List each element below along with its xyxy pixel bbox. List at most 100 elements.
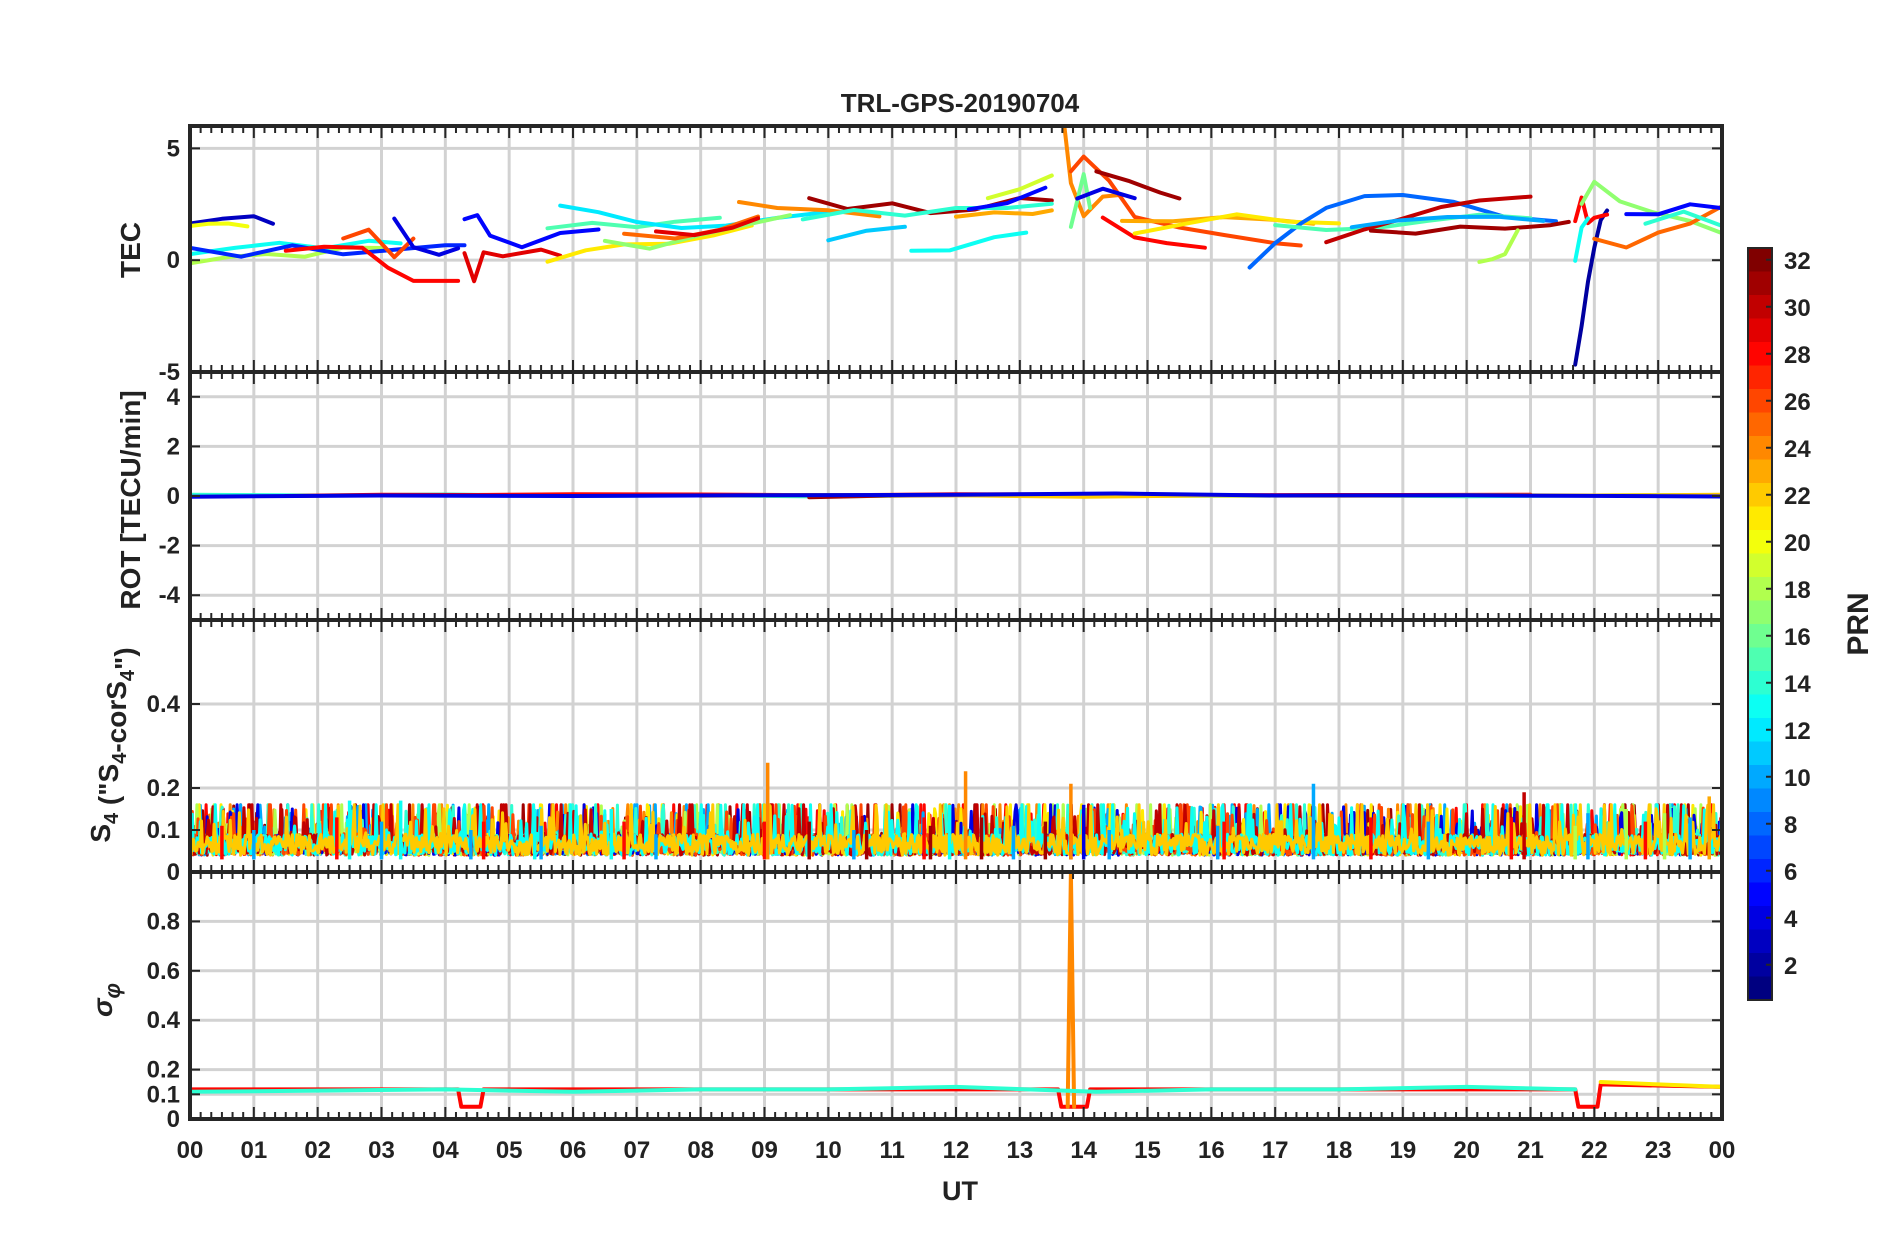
colorbar-frame (1747, 247, 1773, 1001)
colorbar-swatch (1748, 976, 1772, 1001)
colorbar-tick-label: 20 (1784, 530, 1811, 557)
colorbar-tick-label: 22 (1784, 483, 1811, 510)
x-tick-label: 08 (687, 1137, 714, 1164)
y-tick-label: 0.2 (147, 775, 180, 802)
tec-series-prn13 (909, 230, 1029, 253)
y-tick-label: 0.2 (147, 1057, 180, 1084)
colorbar-tick-label: 8 (1784, 812, 1797, 839)
tec-series-prn13 (1573, 216, 1590, 263)
y-tick-label: 2 (167, 433, 180, 460)
x-tick-label: 05 (496, 1137, 523, 1164)
x-tick-labels: 00 01 02 03 04 05 06 07 08 09 10 11 12 13 14 15 16 17 18 19… (177, 1137, 1736, 1164)
x-tick-label: 12 (943, 1137, 970, 1164)
panel-data (190, 491, 1722, 500)
tec-series-prn3 (190, 214, 275, 226)
y-tick-label: 0 (167, 859, 180, 886)
colorbar-tick-label: 6 (1784, 859, 1797, 886)
x-tick-label: 21 (1517, 1137, 1544, 1164)
x-tick-label: 03 (368, 1137, 395, 1164)
tec-series-prn30 (1324, 194, 1533, 245)
colorbar-tick-label: 26 (1784, 389, 1811, 416)
colorbar-swatch (1748, 929, 1772, 954)
colorbar-label: PRN (1842, 592, 1875, 655)
tec-series-prn5 (966, 185, 1048, 212)
x-tick-label: 00 (177, 1137, 204, 1164)
x-tick-label: 10 (815, 1137, 842, 1164)
tec-series-prn29 (654, 216, 761, 238)
x-tick-label: 16 (1198, 1137, 1225, 1164)
y-axis-label-tec: TEC (115, 222, 146, 278)
tec-series-prn14 (1643, 209, 1722, 228)
colorbar-swatch (1748, 506, 1772, 531)
colorbar-swatch (1748, 600, 1772, 625)
colorbar-swatch (1748, 412, 1772, 437)
colorbar-swatch (1748, 318, 1772, 343)
colorbar-tick-label: 24 (1784, 436, 1811, 463)
y-tick-label: 0.8 (147, 908, 180, 935)
x-tick-label: 04 (432, 1137, 459, 1164)
panel-data (190, 762, 1722, 860)
panel-sigma_phi: 00.10.2 0.4 0.6 0.8 (147, 870, 1724, 1133)
x-tick-label: 07 (623, 1137, 650, 1164)
tec-series-prn24 (737, 200, 882, 219)
tec-series-prn6 (190, 243, 467, 259)
y-tick-label: 0.6 (147, 958, 180, 985)
colorbar-swatch (1748, 271, 1772, 296)
colorbar-swatch (1748, 788, 1772, 813)
panel-s4: 0 0.1 0.2 0.4 (147, 618, 1724, 886)
tec-series-prn19 (985, 173, 1054, 201)
x-tick-label: 20 (1453, 1137, 1480, 1164)
y-tick-label: 4 (167, 384, 181, 411)
colorbar-swatch (1748, 553, 1772, 578)
tec-series-prn18 (1477, 228, 1520, 264)
x-tick-label: 13 (1006, 1137, 1033, 1164)
colorbar-tick-label: 32 (1784, 248, 1811, 275)
colorbar-swatch (1748, 365, 1772, 390)
tec-series-prn24 (1062, 126, 1124, 219)
colorbar-swatch (1748, 694, 1772, 719)
y-tick-label: -5 (159, 359, 180, 386)
tec-series-prn11 (826, 224, 907, 243)
tec-series-prn29 (462, 247, 563, 284)
chart-title: TRL-GPS-20190704 (841, 88, 1080, 118)
plot-panels: -505-4-202400.10.20.400.10.20.40.60.8TEC… (85, 124, 1724, 1133)
x-tick-label: 09 (751, 1137, 778, 1164)
tec-series-prn10 (1349, 214, 1546, 230)
y-tick-label: 0.1 (147, 817, 180, 844)
x-tick-label: 23 (1645, 1137, 1672, 1164)
tec-series-prn17 (1579, 179, 1722, 236)
x-tick-label: 01 (240, 1137, 267, 1164)
y-tick-label: 5 (167, 135, 180, 162)
y-axis-label-rot: ROT [TECU/min] (115, 390, 146, 609)
x-tick-label: 19 (1389, 1137, 1416, 1164)
x-tick-label: 18 (1326, 1137, 1353, 1164)
x-tick-label: 22 (1581, 1137, 1608, 1164)
colorbar-swatch (1748, 882, 1772, 907)
y-tick-label: 0.4 (147, 691, 181, 718)
rot-series-prn4 (190, 491, 1722, 499)
panel-tec: -5 0 5 (159, 124, 1724, 386)
x-tick-label: 11 (879, 1137, 904, 1164)
tec-series-prn28 (283, 244, 461, 283)
colorbar-tick-label: 12 (1784, 718, 1811, 745)
y-tick-label: 0 (167, 483, 180, 510)
tec-series-prn21 (545, 223, 754, 264)
colorbar-swatch (1748, 835, 1772, 860)
tec-series-prn28 (1100, 215, 1207, 250)
y-tick-label: -4 (159, 582, 181, 609)
tec-series-prn4 (392, 216, 461, 257)
colorbar-tick-label: 18 (1784, 577, 1811, 604)
x-tick-label: 17 (1262, 1137, 1289, 1164)
colorbar-tick-label: 30 (1784, 295, 1811, 322)
sigma_phi-series-prn14 (190, 1084, 1578, 1094)
tec-series-prn2 (1573, 208, 1610, 367)
y-tick-label: 0 (167, 1106, 180, 1133)
colorbar-tick-label: 28 (1784, 342, 1811, 369)
x-axis-label: UT (942, 1176, 978, 1206)
tec-series-prn15 (545, 215, 722, 231)
tec-series-prn28 (1573, 195, 1610, 226)
tec-series-prn5 (462, 213, 601, 250)
colorbar-tick-label: 2 (1784, 953, 1797, 980)
colorbar-swatch (1748, 459, 1772, 484)
